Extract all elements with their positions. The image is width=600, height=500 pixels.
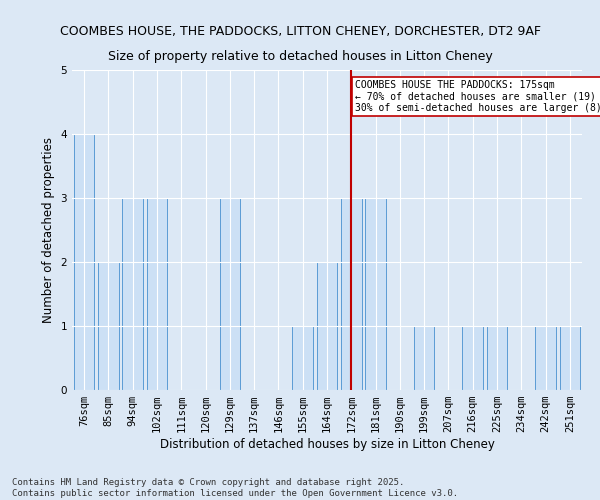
Bar: [535, 326, 556, 390]
X-axis label: Distribution of detached houses by size in Litton Cheney: Distribution of detached houses by size …: [160, 438, 494, 451]
Text: COOMBES HOUSE THE PADDOCKS: 175sqm
← 70% of detached houses are smaller (19)
30%: COOMBES HOUSE THE PADDOCKS: 175sqm ← 70%…: [355, 80, 600, 113]
Bar: [220, 198, 240, 390]
Bar: [463, 326, 483, 390]
Bar: [317, 262, 337, 390]
Y-axis label: Number of detached properties: Number of detached properties: [42, 137, 55, 323]
Text: Contains HM Land Registry data © Crown copyright and database right 2025.
Contai: Contains HM Land Registry data © Crown c…: [12, 478, 458, 498]
Bar: [341, 198, 362, 390]
Bar: [487, 326, 508, 390]
Bar: [122, 198, 143, 390]
Bar: [414, 326, 434, 390]
Bar: [98, 262, 119, 390]
Bar: [560, 326, 580, 390]
Bar: [365, 198, 386, 390]
Bar: [292, 326, 313, 390]
Bar: [74, 134, 94, 390]
Bar: [146, 198, 167, 390]
Text: COOMBES HOUSE, THE PADDOCKS, LITTON CHENEY, DORCHESTER, DT2 9AF: COOMBES HOUSE, THE PADDOCKS, LITTON CHEN…: [59, 25, 541, 38]
Text: Size of property relative to detached houses in Litton Cheney: Size of property relative to detached ho…: [107, 50, 493, 63]
